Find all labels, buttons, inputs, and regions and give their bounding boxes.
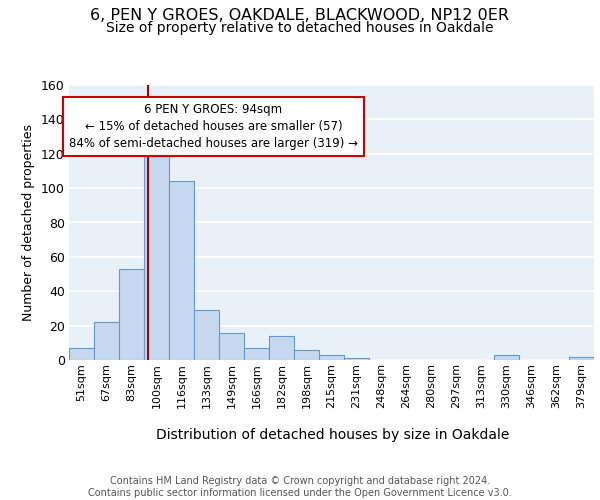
Bar [194,310,219,360]
Bar [269,336,294,360]
Bar [319,355,344,360]
Bar [244,348,269,360]
Text: 6, PEN Y GROES, OAKDALE, BLACKWOOD, NP12 0ER: 6, PEN Y GROES, OAKDALE, BLACKWOOD, NP12… [91,8,509,22]
Bar [569,356,594,360]
Text: Contains HM Land Registry data © Crown copyright and database right 2024.
Contai: Contains HM Land Registry data © Crown c… [88,476,512,498]
Bar [69,348,94,360]
Text: Distribution of detached houses by size in Oakdale: Distribution of detached houses by size … [157,428,509,442]
Bar [94,322,119,360]
Text: Size of property relative to detached houses in Oakdale: Size of property relative to detached ho… [106,21,494,35]
Bar [344,358,369,360]
Text: 6 PEN Y GROES: 94sqm
← 15% of detached houses are smaller (57)
84% of semi-detac: 6 PEN Y GROES: 94sqm ← 15% of detached h… [69,103,358,150]
Bar [119,269,144,360]
Bar [169,181,194,360]
Bar [494,355,519,360]
Y-axis label: Number of detached properties: Number of detached properties [22,124,35,321]
Bar [144,154,169,360]
Bar [219,332,244,360]
Bar [294,350,319,360]
